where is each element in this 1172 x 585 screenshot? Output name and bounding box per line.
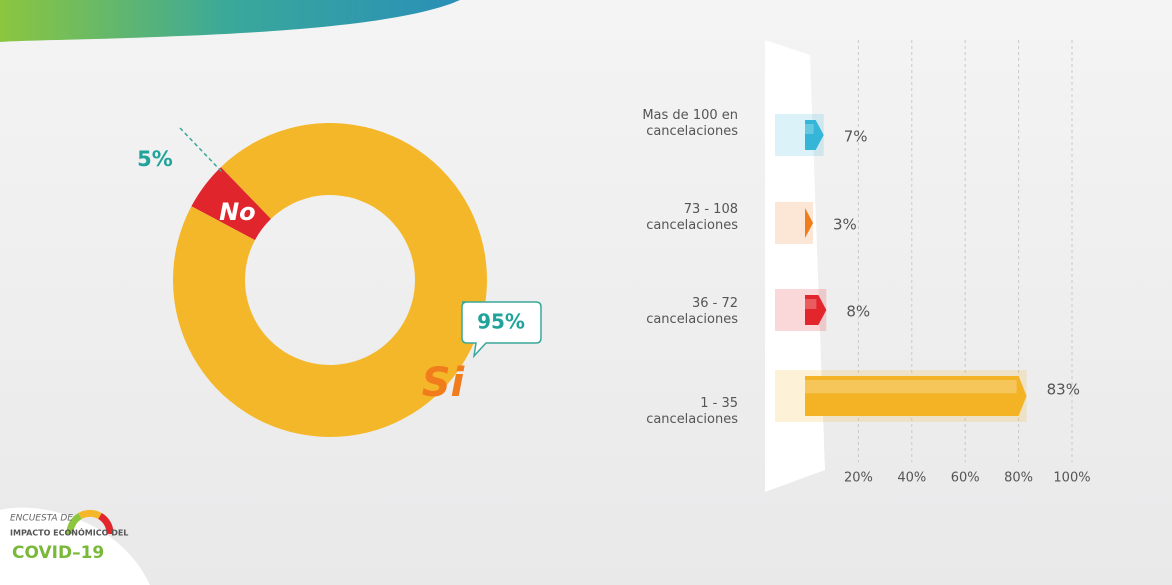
bar xyxy=(805,295,827,325)
segment-label: No xyxy=(219,198,256,226)
bar-highlight xyxy=(805,380,1017,394)
bar-highlight xyxy=(805,124,814,134)
top-band xyxy=(0,0,460,42)
x-tick-label: 40% xyxy=(897,471,926,486)
segment-label: Si xyxy=(422,360,466,406)
bar-panel xyxy=(765,40,825,492)
callout-box xyxy=(461,301,542,359)
bar xyxy=(805,120,824,150)
x-tick-label: 100% xyxy=(1053,471,1090,486)
donut-segment xyxy=(191,167,271,241)
logo-line: IMPACTO ECONÓMICO DEL xyxy=(10,527,128,538)
leader-line xyxy=(179,127,223,173)
value-label: 95% xyxy=(477,310,525,334)
bar xyxy=(805,376,1027,416)
logo-panel xyxy=(0,507,150,585)
x-tick-label: 80% xyxy=(1004,471,1033,486)
logo-title: COVID–19 xyxy=(12,543,104,563)
value-label: 5% xyxy=(137,147,173,171)
x-tick-label: 20% xyxy=(844,471,873,486)
category-label: Mas de 100 en cancelaciones xyxy=(642,108,738,139)
category-label: 73 - 108 cancelaciones xyxy=(646,202,738,233)
value-label: 83% xyxy=(1047,381,1080,399)
category-label: 1 - 35 cancelaciones xyxy=(646,396,738,427)
value-label: 3% xyxy=(833,216,857,234)
value-label: 7% xyxy=(844,128,868,146)
category-label: 36 - 72 cancelaciones xyxy=(646,296,738,327)
value-label: 8% xyxy=(846,303,870,321)
logo-line: ENCUESTA DE xyxy=(10,514,73,524)
bar-highlight xyxy=(805,299,817,309)
bar xyxy=(805,208,814,238)
logo-icon xyxy=(66,509,114,535)
x-tick-label: 60% xyxy=(951,471,980,486)
donut-segment xyxy=(173,122,488,437)
